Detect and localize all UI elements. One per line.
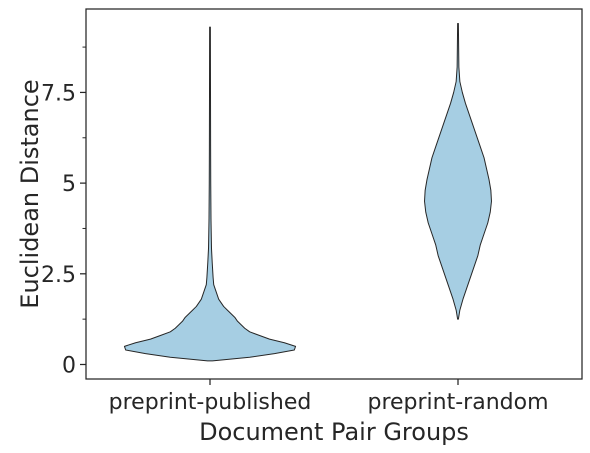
plot-frame bbox=[85, 8, 583, 380]
x-tick-label-preprint-random: preprint-random bbox=[367, 390, 548, 415]
x-tick-label-preprint-published: preprint-published bbox=[109, 390, 312, 415]
y-tick-label: 7.5 bbox=[41, 81, 76, 106]
y-tick-label: 0 bbox=[62, 353, 76, 378]
violin-layer bbox=[123, 23, 492, 362]
x-axis: preprint-published preprint-random bbox=[109, 379, 549, 415]
y-axis-title: Euclidean Distance bbox=[16, 79, 44, 308]
y-tick-label: 2.5 bbox=[41, 263, 76, 288]
x-axis-title: Document Pair Groups bbox=[199, 418, 469, 446]
violin-preprint-random bbox=[424, 23, 492, 320]
y-tick-label: 5 bbox=[62, 172, 76, 197]
violin-preprint-published bbox=[123, 26, 297, 362]
y-axis: 0 2.5 5 7.5 bbox=[41, 46, 86, 378]
